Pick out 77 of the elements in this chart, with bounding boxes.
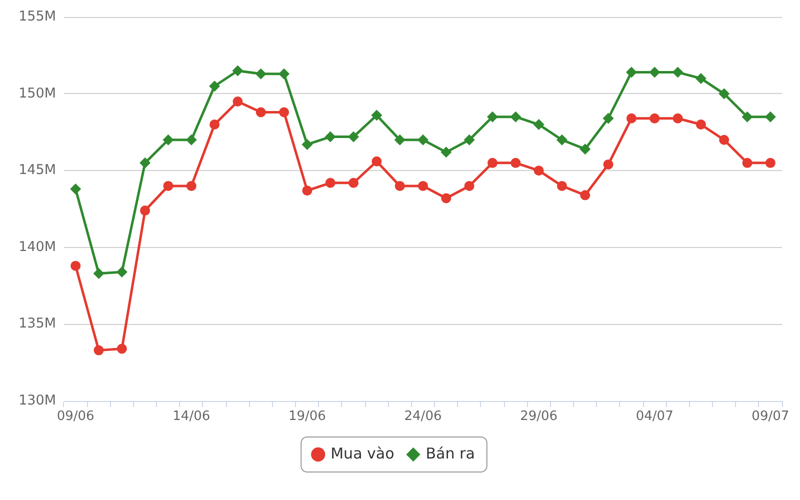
point bbox=[232, 65, 244, 76]
point bbox=[302, 138, 313, 150]
y-tick-label: 150M bbox=[18, 85, 56, 102]
point bbox=[116, 344, 127, 354]
point bbox=[764, 111, 776, 122]
point bbox=[672, 113, 683, 124]
x-tick-label: 29/06 bbox=[520, 409, 558, 424]
point bbox=[116, 266, 128, 278]
point bbox=[256, 107, 266, 118]
point bbox=[742, 158, 752, 168]
point bbox=[580, 190, 590, 200]
y-tick-label: 135M bbox=[18, 316, 56, 332]
point bbox=[93, 268, 104, 280]
point bbox=[650, 113, 660, 124]
point bbox=[486, 111, 498, 122]
point bbox=[371, 110, 382, 121]
x-tick-label: 19/06 bbox=[288, 409, 326, 424]
point bbox=[533, 119, 544, 130]
point bbox=[464, 180, 474, 191]
point bbox=[695, 72, 706, 84]
point bbox=[696, 120, 706, 130]
point bbox=[348, 178, 359, 188]
legend-label: Bán ra bbox=[426, 444, 475, 462]
point bbox=[302, 186, 312, 196]
point bbox=[534, 166, 544, 176]
point bbox=[580, 144, 591, 155]
point bbox=[626, 66, 637, 78]
point bbox=[232, 96, 243, 106]
point bbox=[556, 134, 568, 146]
point bbox=[278, 68, 290, 80]
point bbox=[440, 146, 452, 158]
point bbox=[603, 159, 614, 170]
point bbox=[556, 180, 567, 191]
point bbox=[394, 134, 406, 146]
point bbox=[163, 180, 174, 191]
point bbox=[649, 66, 660, 78]
y-tick-label: 155M bbox=[18, 8, 56, 24]
point bbox=[279, 107, 290, 118]
y-tick-label: 140M bbox=[18, 238, 56, 255]
x-tick-label: 14/06 bbox=[172, 409, 210, 424]
point bbox=[487, 158, 498, 168]
y-tick-label: 145M bbox=[18, 162, 56, 178]
point bbox=[510, 111, 522, 122]
point bbox=[140, 157, 151, 168]
point bbox=[394, 180, 405, 191]
y-tick-label: 130M bbox=[18, 392, 56, 408]
point bbox=[718, 88, 730, 100]
point bbox=[719, 134, 730, 145]
point bbox=[418, 134, 428, 146]
point bbox=[210, 120, 220, 130]
point bbox=[209, 80, 220, 92]
point bbox=[324, 131, 336, 142]
point bbox=[94, 345, 104, 356]
point bbox=[464, 134, 475, 146]
point bbox=[186, 134, 197, 146]
point bbox=[765, 158, 776, 168]
point bbox=[626, 113, 636, 124]
point bbox=[510, 158, 521, 168]
x-tick-label: 24/06 bbox=[404, 409, 442, 424]
point bbox=[372, 156, 382, 166]
point bbox=[441, 193, 452, 204]
point bbox=[70, 260, 81, 271]
legend-label: Mua vào bbox=[330, 444, 394, 462]
point bbox=[186, 180, 196, 191]
point bbox=[140, 206, 150, 216]
x-tick-label: 09/06 bbox=[56, 409, 94, 424]
point bbox=[672, 66, 684, 78]
point bbox=[348, 131, 360, 142]
point bbox=[742, 111, 753, 122]
point bbox=[325, 178, 336, 188]
point bbox=[162, 134, 174, 146]
x-tick-label: 09/07 bbox=[752, 409, 790, 424]
point bbox=[418, 180, 428, 191]
x-tick-label: 04/07 bbox=[636, 409, 674, 424]
point bbox=[602, 112, 614, 124]
point bbox=[255, 68, 266, 80]
point bbox=[70, 184, 82, 195]
